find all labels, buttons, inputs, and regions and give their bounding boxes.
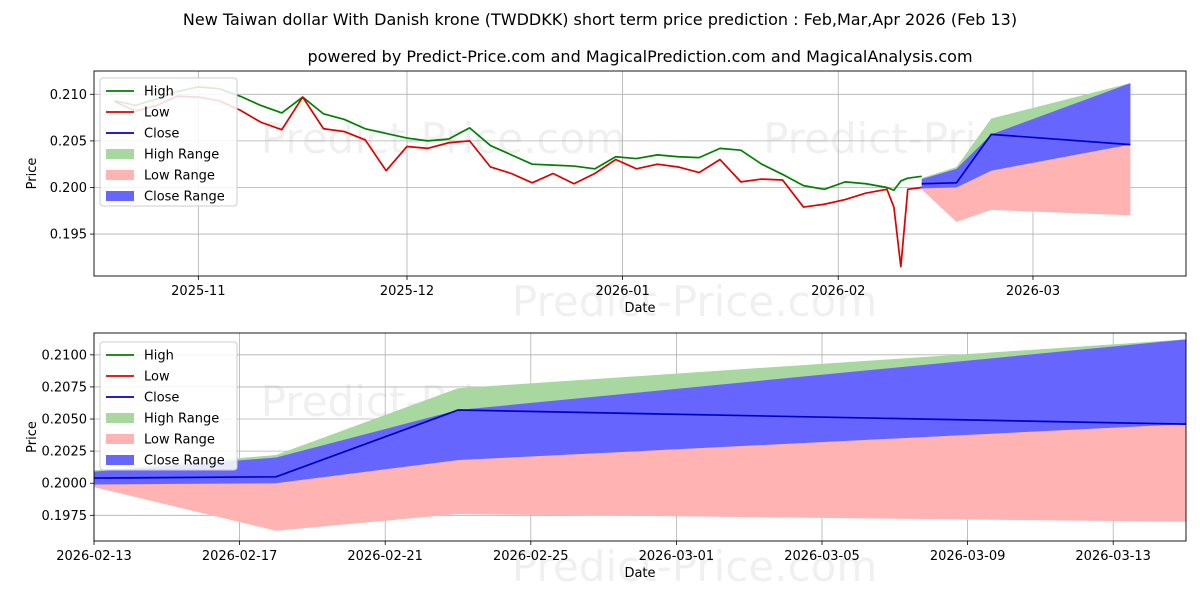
x-axis-label: Date [624, 566, 655, 581]
close-forecast-line [93, 409, 1187, 479]
bottom-plot: Predict-Price.comPredict-Price.comPredic… [25, 332, 1187, 591]
x-tick-label: 2026-03 [1006, 284, 1060, 299]
y-axis-label: Price [25, 421, 40, 453]
top-plot: Predict-Price.com Predict-Price.comPredic… [25, 70, 1187, 326]
chart-title: New Taiwan dollar With Danish krone (TWD… [183, 10, 1017, 29]
legend-box [99, 77, 238, 207]
close-range-band [94, 339, 1186, 485]
chart-subtitle: powered by Predict-Price.com and Magical… [307, 47, 972, 66]
y-axis-label: Price [25, 158, 40, 190]
legend-swatch-patch [106, 413, 134, 423]
low-range-band [921, 144, 1131, 222]
legend-box [99, 341, 238, 471]
legend-label: Low Range [144, 433, 215, 448]
x-tick-label: 2026-01 [595, 284, 649, 299]
close-forecast-line [921, 133, 1131, 185]
legend-label: Close [144, 127, 179, 142]
watermark-text: Predict-Price.com [512, 277, 877, 326]
legend-swatch-patch [106, 434, 134, 444]
x-tick-label: 2025-11 [171, 284, 225, 299]
watermark-text: Predict-Price.com [261, 114, 626, 163]
x-tick-label: 2026-03-09 [930, 549, 1006, 564]
legend-label: Low [144, 106, 170, 121]
y-tick-label: 0.2025 [42, 445, 88, 460]
y-tick-label: 0.2100 [42, 348, 88, 363]
y-tick-label: 0.2075 [42, 380, 88, 395]
y-tick-label: 0.2000 [42, 477, 88, 492]
low-range-band [94, 424, 1186, 531]
plot-frame [93, 70, 1187, 277]
y-tick-label: 0.205 [50, 134, 87, 149]
x-tick-label: 2026-02-25 [493, 549, 569, 564]
legend-label: High [144, 349, 174, 364]
x-tick-label: 2026-02-21 [347, 549, 423, 564]
close-range-band [921, 83, 1131, 189]
legend-swatch-patch [106, 170, 134, 180]
legend-label: Close [144, 391, 179, 406]
x-tick-label: 2025-12 [380, 284, 434, 299]
legend-label: High Range [144, 148, 219, 163]
x-tick-label: 2026-03-01 [639, 549, 715, 564]
legend-label: Close Range [144, 190, 225, 205]
legend-label: Low Range [144, 169, 215, 184]
y-tick-label: 0.1975 [42, 509, 88, 524]
x-tick-label: 2026-03-13 [1075, 549, 1151, 564]
legend-label: Close Range [144, 454, 225, 469]
low-series-line [114, 95, 922, 268]
watermark-text: Predict-Price.com [512, 542, 877, 591]
plot-frame [93, 332, 1187, 542]
y-tick-label: 0.210 [50, 88, 87, 103]
x-tick-label: 2026-03-05 [784, 549, 860, 564]
x-tick-label: 2026-02-13 [56, 549, 132, 564]
x-tick-label: 2026-02-17 [202, 549, 278, 564]
y-tick-label: 0.200 [50, 181, 87, 196]
x-tick-label: 2026-02 [811, 284, 865, 299]
x-axis-label: Date [624, 301, 655, 316]
legend-label: High [144, 85, 174, 100]
y-tick-label: 0.2050 [42, 413, 88, 428]
legend-label: Low [144, 370, 170, 385]
legend-swatch-patch [106, 191, 134, 201]
high-series-line [114, 85, 922, 192]
legend-swatch-patch [106, 455, 134, 465]
legend-label: High Range [144, 412, 219, 427]
y-tick-label: 0.195 [50, 228, 87, 243]
legend-swatch-patch [106, 149, 134, 159]
